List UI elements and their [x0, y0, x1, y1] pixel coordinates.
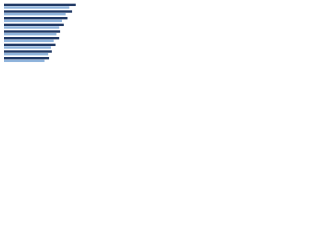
bar — [4, 50, 52, 53]
bar — [4, 37, 60, 40]
bar — [4, 6, 70, 9]
bar — [4, 19, 62, 23]
bar — [4, 23, 64, 27]
bar — [4, 39, 54, 43]
bar — [4, 43, 56, 47]
bar — [4, 59, 45, 63]
bar — [4, 26, 60, 29]
bar — [4, 46, 51, 49]
bar — [4, 33, 57, 36]
bar — [4, 3, 76, 7]
bar — [4, 57, 50, 60]
bar — [4, 10, 73, 13]
bar — [4, 13, 66, 16]
bar — [4, 53, 49, 56]
bar — [4, 30, 61, 33]
bar — [4, 17, 68, 20]
chart — [4, 3, 76, 63]
